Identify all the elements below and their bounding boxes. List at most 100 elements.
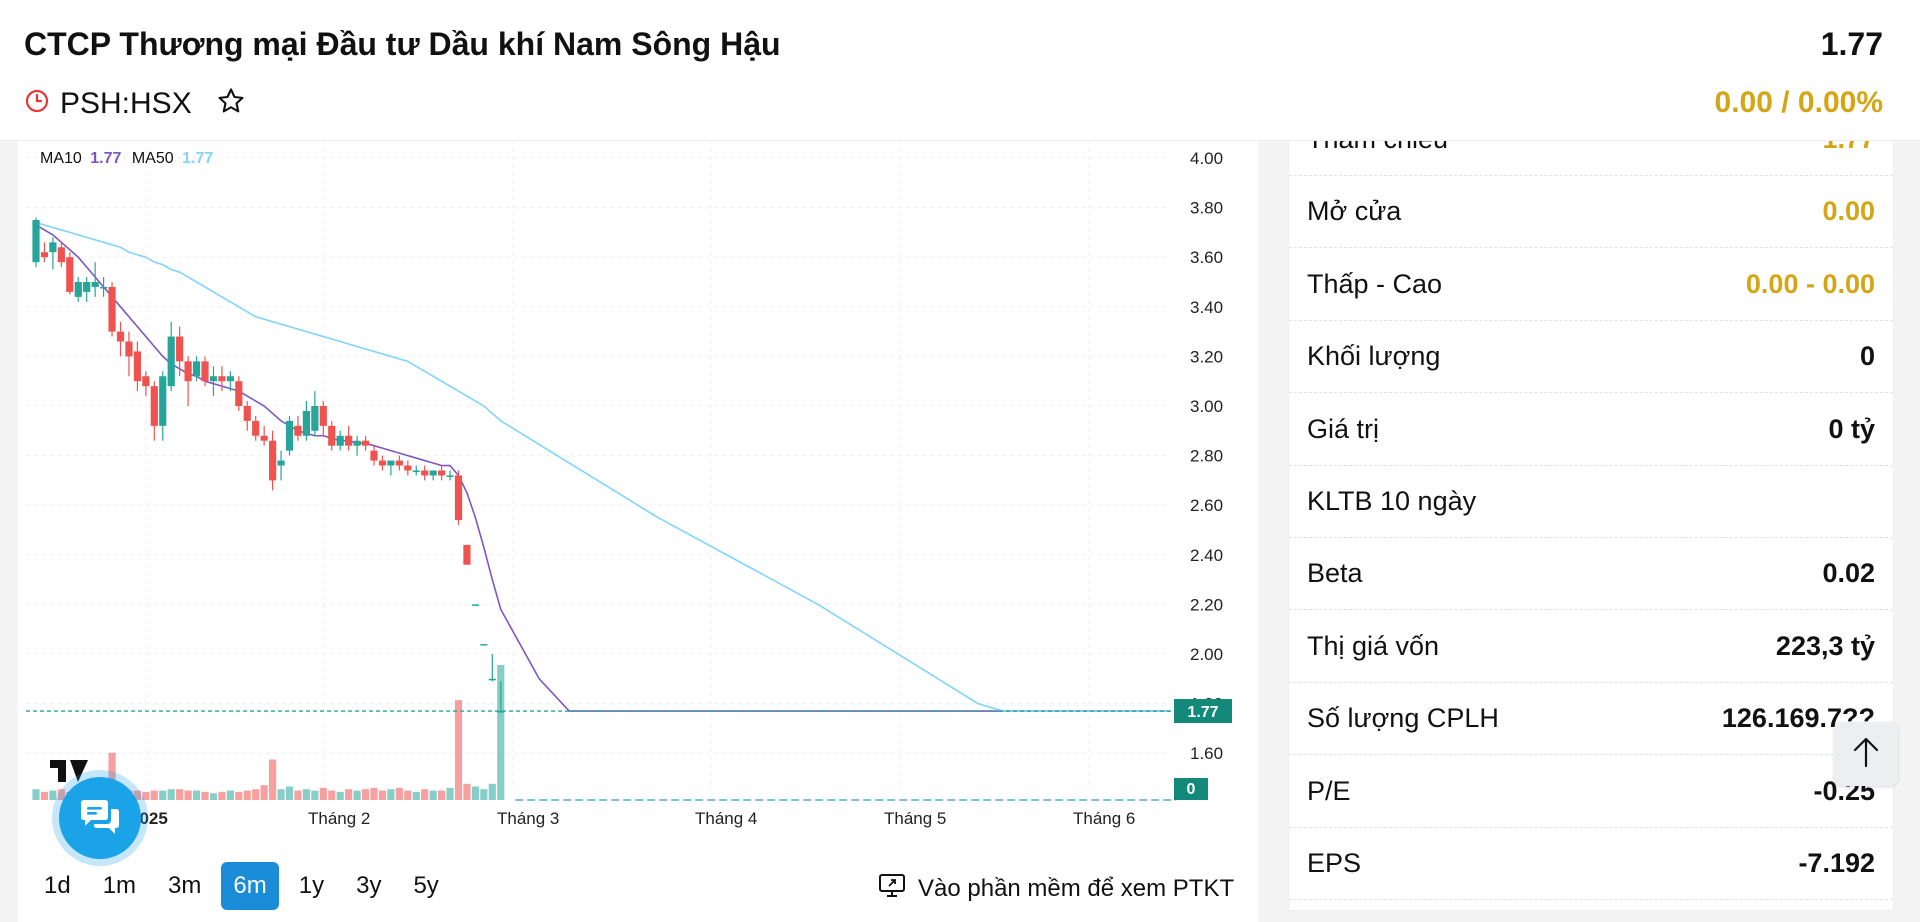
stat-value: 0.02 [1822, 558, 1875, 589]
time-range-selector: 1d 1m 3m 6m 1y 3y 5y [32, 862, 451, 910]
y-tick-label: 1.60 [1190, 744, 1223, 763]
stat-row: Thị giá vốn 223,3 tỷ [1289, 611, 1893, 683]
volume-bar [277, 789, 285, 800]
tradingview-logo-mark [50, 760, 88, 782]
volume-bar [184, 790, 192, 800]
stat-label: Beta [1307, 558, 1363, 589]
range-3m[interactable]: 3m [168, 872, 202, 899]
candle-body [319, 406, 327, 426]
volume-bar [176, 789, 184, 800]
candle-body [328, 425, 336, 446]
stat-row: Mở cửa 0.00 [1289, 176, 1893, 249]
y-tick-label: 3.20 [1190, 347, 1223, 366]
candle-body [176, 336, 184, 362]
candle-body [125, 341, 133, 357]
volume-bar [40, 791, 49, 800]
candle-body [412, 470, 420, 472]
candle-body [361, 440, 370, 446]
volume-bar [294, 790, 302, 800]
stat-row: EPS -7.192 [1289, 828, 1893, 900]
volume-bar [387, 789, 395, 800]
chat-icon [59, 777, 141, 859]
volume-bar [463, 783, 471, 800]
candle-body [480, 644, 488, 646]
candle-body [294, 425, 302, 436]
candle-body [395, 460, 403, 466]
stat-label: Thị giá vốn [1307, 630, 1440, 661]
candle-body [421, 470, 429, 476]
candle-body [133, 351, 141, 382]
candle-body [116, 331, 125, 342]
volume-bar [167, 789, 175, 800]
volume-tag [1174, 778, 1208, 800]
stat-value: -7.192 [1798, 848, 1875, 878]
candle-body [446, 475, 454, 477]
clock-icon [24, 88, 50, 119]
stat-row: Thấp - Cao 0.00 - 0.00 [1289, 249, 1893, 321]
volume-bar [412, 791, 420, 800]
volume-bar [353, 790, 361, 800]
range-3y[interactable]: 3y [356, 872, 382, 899]
volume-bar [57, 789, 65, 800]
price-chart[interactable]: 4.00 3.80 3.60 3.40 3.20 3.00 2.80 2.60 2.40 2.20… [18, 140, 1258, 850]
y-tick-label: 2.40 [1190, 546, 1223, 565]
candle-body [201, 361, 209, 382]
volume-bar [345, 789, 353, 800]
volume-bar [209, 793, 218, 800]
volume-bar [446, 787, 454, 800]
stat-value: 1.77 [1822, 140, 1875, 155]
ptkt-label: Vào phần mềm để xem PTKT [918, 874, 1235, 902]
volume-bar [454, 700, 463, 800]
volume-tag-label: 0 [1187, 781, 1196, 798]
candle-body [429, 470, 437, 476]
range-6m[interactable]: 6m [221, 862, 279, 910]
stat-row: Số lượng CPLH 126.169.7?? [1289, 683, 1893, 756]
volume-bar [497, 665, 505, 800]
volume-bar [471, 786, 479, 800]
stat-label: Số lượng CPLH [1307, 703, 1499, 734]
ticker-symbol: PSH:HSX [60, 86, 192, 120]
candle-body [235, 381, 243, 406]
volume-bar [395, 787, 403, 800]
ma50-label: MA50 [131, 150, 174, 167]
ptkt-link[interactable]: Vào phần mềm để xem PTKT [878, 872, 1234, 905]
range-1d[interactable]: 1d [44, 872, 71, 899]
candle-body [378, 460, 387, 466]
candle-body [57, 247, 65, 263]
current-price: 1.77 [1820, 26, 1883, 62]
candle-body [209, 376, 218, 382]
candle-body [336, 435, 344, 446]
volume-bar [319, 787, 327, 800]
x-tick-label: Tháng 4 [695, 809, 757, 828]
x-tick-label: Tháng 3 [497, 809, 559, 828]
ma50-value: 1.77 [182, 150, 214, 167]
range-5y[interactable]: 5y [413, 872, 439, 899]
stat-label: Giá trị [1307, 413, 1380, 444]
candle-body [353, 440, 361, 446]
company-name: CTCP Thương mại Đầu tư Dầu khí Nam Sông … [24, 26, 781, 62]
volume-bar [142, 791, 150, 800]
range-1y[interactable]: 1y [298, 872, 325, 899]
candle-body [226, 376, 234, 382]
range-1m[interactable]: 1m [102, 872, 137, 899]
stat-value: 0.00 - 0.00 [1745, 268, 1875, 299]
candle-body [311, 406, 319, 431]
volume-bar [302, 789, 310, 800]
stat-row: KLTB 10 ngày [1289, 466, 1893, 538]
volume-bar [252, 789, 260, 800]
candle-body [404, 465, 412, 471]
stat-row: P/E -0.25 [1289, 756, 1893, 828]
ticker-row: PSH:HSX [24, 86, 246, 121]
star-icon[interactable] [216, 86, 246, 121]
stat-row: Beta 0.02 [1289, 538, 1893, 611]
price-change: 0.00 / 0.00% [1714, 86, 1883, 119]
candle-body [370, 450, 378, 461]
candle-body [167, 336, 175, 387]
price-tag [1174, 699, 1232, 724]
chat-button[interactable] [52, 770, 148, 866]
candle-body [184, 361, 192, 382]
scroll-to-top-button[interactable] [1834, 722, 1898, 786]
stock-header: CTCP Thương mại Đầu tư Dầu khí Nam Sông … [0, 0, 1920, 141]
stat-label: KLTB 10 ngày [1307, 486, 1477, 516]
x-tick-label: Tháng 5 [884, 809, 946, 828]
